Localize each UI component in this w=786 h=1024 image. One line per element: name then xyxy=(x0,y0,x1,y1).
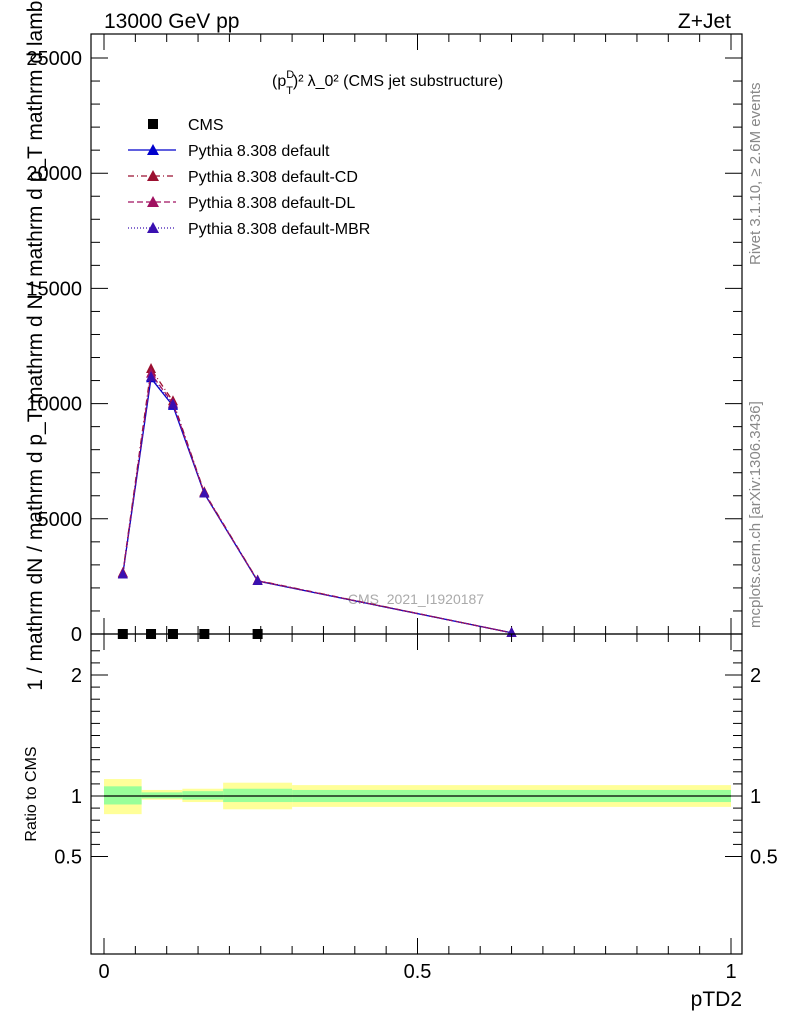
side-text-rivet: Rivet 3.1.10, ≥ 2.6M events xyxy=(747,83,764,266)
ratio-frame xyxy=(90,633,743,955)
x-axis-label: pTD2 xyxy=(691,988,742,1011)
header-left: 13000 GeV pp xyxy=(104,10,239,33)
legend-marker-triangle xyxy=(147,144,159,155)
main-y-tick-label: 10000 xyxy=(26,394,82,416)
legend-marker-triangle xyxy=(147,196,159,207)
ratio-band-inner xyxy=(182,791,224,800)
main-y-tick-label: 20000 xyxy=(26,163,82,185)
main-y-tick-label: 0 xyxy=(71,624,82,646)
plot-title-main: λ_0² (CMS jet substructure) xyxy=(308,73,504,90)
header-right: Z+Jet xyxy=(678,10,731,33)
series-line xyxy=(122,375,512,634)
main-x-ticks xyxy=(103,34,732,634)
legend-label: CMS xyxy=(188,117,224,134)
ratio-y-tick-label: 2 xyxy=(71,665,82,687)
legend-marker-triangle xyxy=(147,170,159,181)
series-point xyxy=(252,575,263,586)
side-text-mcplots: mcplots.cern.ch [arXiv:1306.3436] xyxy=(747,401,764,628)
ratio-x-axis: 0 0.5 1 xyxy=(98,634,737,983)
plot-title-sup-2: )² xyxy=(293,73,304,90)
series-point xyxy=(167,398,178,409)
ratio-y-tick-label-right: 1 xyxy=(750,786,761,808)
legend-label: Pythia 8.308 default-DL xyxy=(188,195,355,212)
legend-label: Pythia 8.308 default-MBR xyxy=(188,221,370,238)
ratio-y-tick-label-right: 2 xyxy=(750,665,761,687)
ratio-x-tick-label: 1 xyxy=(725,961,736,983)
ratio-x-tick-label: 0 xyxy=(98,961,109,983)
y-axis-label-ratio: Ratio to CMS xyxy=(23,746,40,841)
series-point xyxy=(199,487,210,498)
ratio-band-inner xyxy=(223,788,293,803)
main-y-tick-label: 15000 xyxy=(26,278,82,300)
legend-marker-cms xyxy=(148,119,158,129)
watermark: CMS_2021_I1920187 xyxy=(348,591,484,607)
plot-title-sup-d: D xyxy=(286,69,294,81)
plot-title: (pD T)² λ_0² (CMS jet substructure) xyxy=(272,69,503,97)
ratio-x-tick-label: 0.5 xyxy=(404,961,432,983)
main-y-tick-label: 25000 xyxy=(26,48,82,70)
y-axis-label-main: 1 / mathrm dN / mathrm d p_T mathrm d N … xyxy=(24,0,47,691)
series-point xyxy=(146,371,157,382)
series-point xyxy=(117,568,128,579)
ratio-y-tick-label-right: 0.5 xyxy=(750,847,778,869)
plot-title-prefix: (p xyxy=(272,73,286,90)
legend-label: Pythia 8.308 default xyxy=(188,143,330,160)
ratio-y-tick-label: 1 xyxy=(71,786,82,808)
legend: CMS Pythia 8.308 default Pythia 8.308 defa… xyxy=(128,117,370,238)
ratio-y-axis: 0.5 0.5 1 1 2 2 xyxy=(54,650,778,869)
legend-marker-triangle xyxy=(147,222,159,233)
ratio-y-tick-label: 0.5 xyxy=(54,847,82,869)
plot-title-sub-t: T xyxy=(286,85,293,97)
ratio-band-inner xyxy=(141,792,183,799)
legend-label: Pythia 8.308 default-CD xyxy=(188,169,358,186)
ratio-band-inner xyxy=(104,786,142,805)
main-y-tick-label: 5000 xyxy=(38,509,83,531)
main-y-axis: 0 5000 10000 15000 20000 25000 xyxy=(26,48,742,646)
ratio-bands-layer xyxy=(104,779,731,815)
